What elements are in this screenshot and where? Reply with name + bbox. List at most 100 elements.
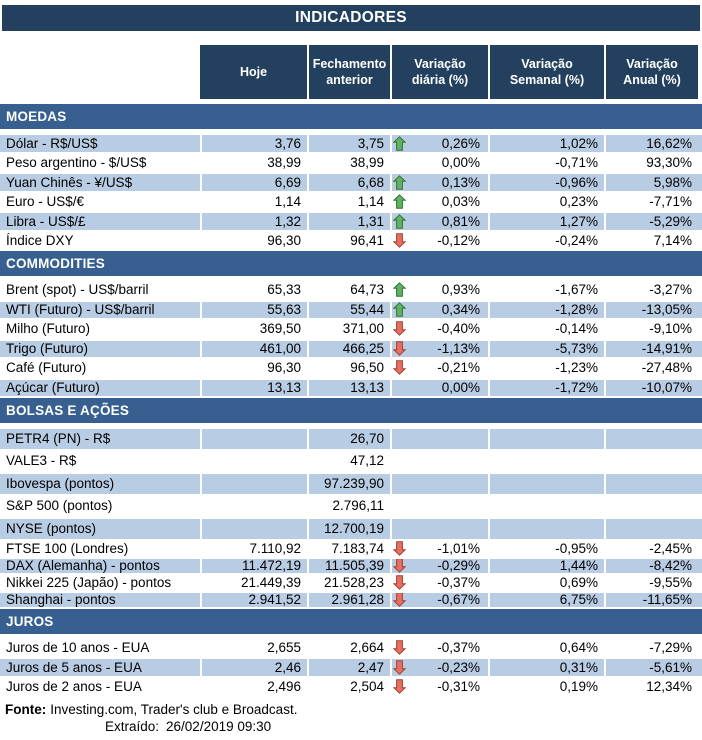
variacao-diaria-value: -0,37%: [437, 639, 480, 655]
cell-variacao-anual: [604, 474, 698, 494]
row-label: Trigo (Futuro): [6, 341, 89, 357]
cell-hoje: 2,496: [267, 678, 301, 694]
row-label: VALE3 - R$: [6, 453, 77, 469]
variacao-diaria-value: -0,40%: [437, 321, 480, 337]
row-label: Shanghai - pontos: [6, 592, 116, 607]
table-row: S&P 500 (pontos) 2.796,11: [0, 495, 702, 518]
table-body: MOEDAS Dólar - R$/US$ 3,76 3,75 0,26% 1,02% 16…: [0, 104, 702, 696]
cell-hoje: [200, 450, 307, 473]
cell-fechamento: 2,504: [350, 678, 384, 694]
cell-variacao-anual: -9,10%: [649, 321, 692, 337]
cell-variacao-diaria: -0,37%: [390, 574, 488, 591]
cell-variacao-semanal: 0,31%: [488, 659, 604, 676]
row-label: WTI (Futuro) - US$/barril: [6, 302, 155, 318]
cell-variacao-semanal: [488, 429, 604, 449]
table-row: Juros de 10 anos - EUA 2,655 2,664 -0,37% 0,…: [0, 638, 702, 658]
extracted-line: Extraído: 26/02/2019 09:30: [0, 718, 702, 735]
cell-fechamento: 96,41: [350, 232, 384, 248]
cell-hoje: 65,33: [267, 282, 301, 298]
source-line: Fonte: Investing.com, Trader's club e Br…: [0, 701, 702, 718]
extracted-label: Extraído:: [105, 719, 160, 734]
cell-hoje: 6,69: [200, 174, 307, 191]
variacao-diaria-value: 0,13%: [441, 174, 480, 190]
variacao-diaria-value: -0,31%: [437, 678, 480, 694]
cell-variacao-diaria: 0,34%: [390, 301, 488, 318]
cell-fechamento: 2.961,28: [307, 592, 390, 607]
cell-variacao-anual: 12,34%: [646, 678, 692, 694]
table-row: Nikkei 225 (Japão) - pontos 21.449,39 21.5…: [0, 574, 702, 591]
cell-variacao-semanal: -0,24%: [555, 232, 598, 248]
cell-fechamento: 21.528,23: [323, 574, 384, 590]
cell-variacao-semanal: [488, 474, 604, 494]
row-label: S&P 500 (pontos): [6, 498, 113, 514]
variacao-diaria-value: -0,37%: [437, 574, 480, 590]
column-headers: Hoje Fechamento anterior Variação diária…: [200, 45, 702, 99]
cell-hoje: 1,14: [274, 193, 301, 209]
cell-variacao-anual: [604, 429, 698, 449]
cell-fechamento: 47,12: [350, 453, 384, 469]
cell-variacao-diaria: -0,31%: [390, 677, 488, 697]
cell-hoje: 2,46: [200, 659, 307, 676]
cell-variacao-anual: 5,98%: [604, 174, 698, 191]
column-header-hoje: Hoje: [200, 45, 307, 99]
cell-variacao-diaria: -0,29%: [390, 558, 488, 573]
cell-variacao-semanal: -1,23%: [555, 360, 598, 376]
cell-hoje: [200, 519, 307, 539]
cell-variacao-diaria: 0,93%: [390, 280, 488, 300]
table-row: Brent (spot) - US$/barril 65,33 64,73 0,93%…: [0, 280, 702, 300]
cell-hoje: 13,13: [200, 379, 307, 396]
table-row: VALE3 - R$ 47,12: [0, 450, 702, 473]
cell-hoje: 3,76: [200, 135, 307, 152]
table-row: Libra - US$/£ 1,32 1,31 0,81% 1,27% -5,29%: [0, 211, 702, 231]
cell-variacao-diaria: [390, 495, 488, 518]
arrow-up-icon: [393, 193, 407, 209]
cell-fechamento: 64,73: [350, 282, 384, 298]
variacao-diaria-value: -0,21%: [437, 360, 480, 376]
cell-variacao-diaria: 0,26%: [390, 135, 488, 152]
cell-variacao-diaria: 0,00%: [390, 379, 488, 396]
extracted-timestamp: 26/02/2019 09:30: [166, 719, 272, 734]
cell-hoje: 96,30: [267, 360, 301, 376]
table-row: WTI (Futuro) - US$/barril 55,63 55,44 0,34%…: [0, 299, 702, 319]
cell-variacao-semanal: [488, 495, 604, 518]
cell-fechamento: 96,50: [350, 360, 384, 376]
variacao-diaria-value: 0,34%: [441, 302, 480, 318]
cell-hoje: 2,655: [267, 639, 301, 655]
table-row: PETR4 (PN) - R$ 26,70: [0, 427, 702, 450]
arrow-up-icon: [393, 174, 407, 190]
cell-hoje: 461,00: [200, 340, 307, 357]
row-label: Juros de 2 anos - EUA: [6, 678, 142, 694]
row-label: Dólar - R$/US$: [6, 135, 98, 151]
variacao-diaria-value: 0,93%: [441, 282, 480, 298]
cell-variacao-anual: 7,14%: [653, 232, 692, 248]
cell-variacao-semanal: -1,28%: [488, 301, 604, 318]
arrow-up-icon: [393, 302, 407, 317]
cell-variacao-anual: [604, 495, 698, 518]
cell-variacao-semanal: 0,64%: [559, 639, 598, 655]
row-label: DAX (Alemanha) - pontos: [6, 558, 160, 573]
cell-variacao-semanal: [488, 450, 604, 473]
table-row: Shanghai - pontos 2.941,52 2.961,28 -0,67% 6…: [0, 590, 702, 608]
row-label: NYSE (pontos): [6, 521, 97, 537]
variacao-diaria-value: -0,12%: [437, 232, 480, 248]
cell-variacao-diaria: -0,23%: [390, 659, 488, 676]
row-label: Ibovespa (pontos): [6, 476, 115, 492]
source-label: Fonte:: [5, 702, 47, 717]
section-header-bolsas-e-acoes: BOLSAS E AÇÕES: [0, 398, 702, 423]
table-row: Juros de 5 anos - EUA 2,46 2,47 -0,23% 0,31%…: [0, 657, 702, 677]
cell-variacao-diaria: -1,01%: [390, 540, 488, 557]
cell-variacao-diaria: -1,13%: [390, 340, 488, 357]
cell-variacao-semanal: -0,14%: [555, 321, 598, 337]
column-header-fechamento: Fechamento anterior: [307, 45, 390, 99]
arrow-down-icon: [393, 592, 407, 607]
variacao-diaria-value: -0,67%: [437, 592, 480, 607]
row-label: Milho (Futuro): [6, 321, 91, 337]
table-row: Milho (Futuro) 369,50 371,00 -0,40% -0,14% -9…: [0, 319, 702, 339]
cell-variacao-semanal: -1,72%: [488, 379, 604, 396]
cell-hoje: [200, 474, 307, 494]
cell-variacao-diaria: [390, 519, 488, 539]
cell-variacao-semanal: -5,73%: [488, 340, 604, 357]
column-header-variacao-anual: Variação Anual (%): [604, 45, 698, 99]
cell-variacao-diaria: -0,67%: [390, 592, 488, 607]
cell-variacao-diaria: -0,40%: [390, 319, 488, 339]
